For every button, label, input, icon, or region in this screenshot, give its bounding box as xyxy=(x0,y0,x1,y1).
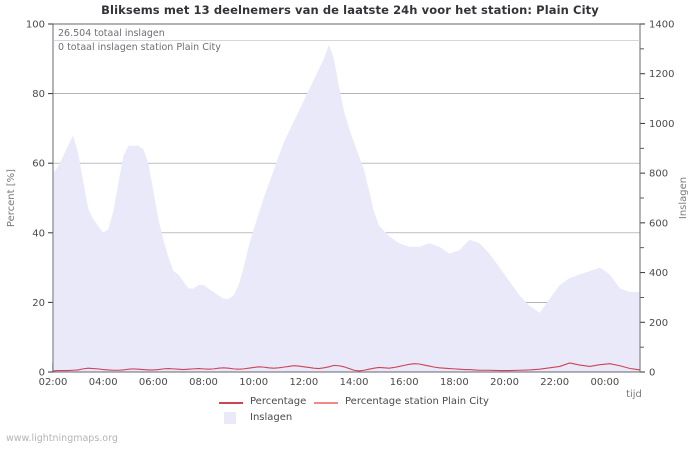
xtick-label: 12:00 xyxy=(289,377,318,388)
xtick-label: 16:00 xyxy=(390,377,419,388)
xtick-label: 20:00 xyxy=(490,377,519,388)
xtick-label: 02:00 xyxy=(39,377,68,388)
xtick-label: 14:00 xyxy=(340,377,369,388)
ytick-label: 20 xyxy=(32,298,45,309)
xtick-label: 00:00 xyxy=(590,377,619,388)
legend-swatch-percentage-station xyxy=(314,402,338,404)
xtick-label: 08:00 xyxy=(189,377,218,388)
xtick-label: 22:00 xyxy=(540,377,569,388)
ytick-label: 100 xyxy=(26,20,45,31)
series-area-inslagen xyxy=(53,44,640,372)
xtick-label: 06:00 xyxy=(139,377,168,388)
y2tick-label: 200 xyxy=(649,318,668,329)
legend-label-inslagen[interactable]: Inslagen xyxy=(250,412,293,423)
y2tick-label: 1200 xyxy=(649,69,674,80)
page-title: Bliksems met 13 deelnemers van de laatst… xyxy=(101,3,599,17)
legend-swatch-inslagen xyxy=(224,412,236,424)
y2tick-label: 0 xyxy=(649,368,655,379)
legend-label-percentage-station[interactable]: Percentage station Plain City xyxy=(345,396,489,407)
y-axis-title: Percent [%] xyxy=(6,169,17,227)
xtick-label: 04:00 xyxy=(89,377,118,388)
y2tick-label: 1000 xyxy=(649,119,674,130)
x-axis-title: tijd xyxy=(626,389,642,400)
y2tick-label: 1400 xyxy=(649,20,674,31)
y2tick-label: 800 xyxy=(649,169,668,180)
legend-swatch-percentage xyxy=(219,402,243,404)
ytick-label: 60 xyxy=(32,159,45,170)
legend-label-percentage[interactable]: Percentage xyxy=(250,396,307,407)
ytick-label: 0 xyxy=(39,368,45,379)
ytick-label: 40 xyxy=(32,228,45,239)
annotation-total-strikes: 26.504 totaal inslagen xyxy=(58,28,165,39)
ytick-label: 80 xyxy=(32,89,45,100)
footer-attribution: www.lightningmaps.org xyxy=(6,433,118,444)
series-line-percentage xyxy=(52,362,641,372)
y2tick-label: 400 xyxy=(649,268,668,279)
y2tick-label: 600 xyxy=(649,218,668,229)
xtick-label: 10:00 xyxy=(239,377,268,388)
xtick-label: 18:00 xyxy=(440,377,469,388)
annotation-station-strikes: 0 totaal inslagen station Plain City xyxy=(58,42,221,53)
y2-axis-title: Inslagen xyxy=(678,177,689,219)
